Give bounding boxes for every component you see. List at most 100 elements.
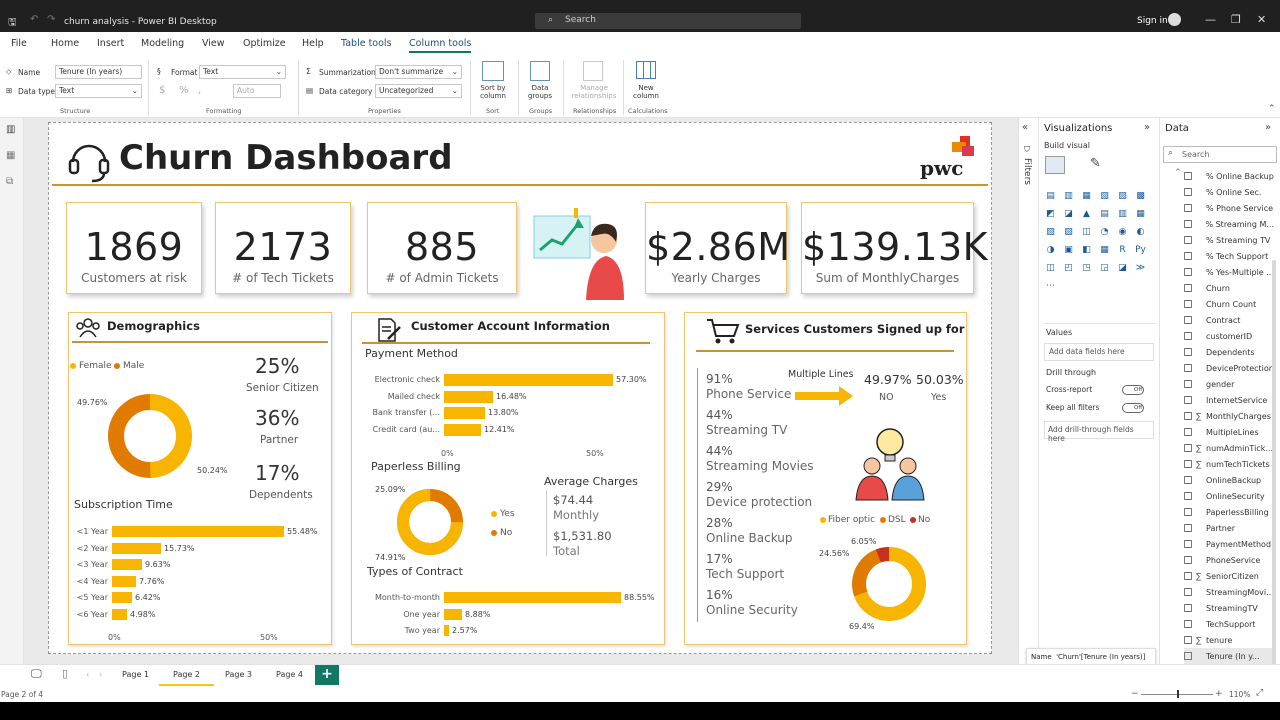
report-view-icon[interactable]: ▥ [6, 124, 16, 135]
collapse-ribbon-icon[interactable]: ⌃ [1268, 104, 1276, 114]
bar[interactable] [444, 407, 485, 419]
tab-page-3[interactable]: Page 3 [225, 670, 252, 679]
visual-type-icon[interactable]: ▲ [1083, 209, 1090, 219]
field-checkbox[interactable] [1184, 220, 1192, 228]
field-row[interactable]: ∑ numAdminTick... [1184, 440, 1274, 456]
percent-button[interactable]: % [179, 85, 189, 96]
kpi-sum-monthly-charges[interactable]: $139.13K Sum of MonthlyCharges [801, 202, 988, 294]
visual-type-icon[interactable]: ▧ [1100, 191, 1109, 201]
category-select[interactable]: Uncategorized ⌄ [375, 84, 462, 98]
menu-home[interactable]: Home [51, 38, 80, 49]
bar[interactable] [444, 608, 462, 620]
field-row[interactable]: % Yes-Multiple ... [1184, 264, 1274, 280]
field-checkbox[interactable] [1184, 332, 1192, 340]
bar[interactable] [112, 608, 127, 620]
field-row[interactable]: TechSupport [1184, 616, 1274, 632]
menu-column-tools[interactable]: Column tools [409, 38, 472, 53]
filters-label[interactable]: Filters [1022, 158, 1032, 185]
bar[interactable] [112, 575, 136, 587]
manage-relationships-button[interactable]: Manage relationships [571, 84, 617, 100]
format-visual-icon[interactable]: ✎ [1090, 156, 1101, 171]
data-search-input[interactable]: Search [1163, 146, 1277, 163]
field-row[interactable]: Churn [1184, 280, 1274, 296]
visual-type-icon[interactable]: ◐ [1136, 227, 1145, 237]
menu-file[interactable]: File [11, 38, 27, 49]
contract-bar-chart[interactable]: Month-to-month 88.55% One year 8.88% Two yea… [358, 592, 658, 642]
bar[interactable] [112, 542, 161, 554]
bar[interactable] [444, 390, 493, 403]
datatype-select[interactable]: Text ⌄ [55, 84, 142, 98]
data-groups-button[interactable]: Data groups [528, 84, 552, 100]
minimize-icon[interactable]: — [1205, 13, 1216, 26]
tab-page-1[interactable]: Page 1 [122, 670, 149, 679]
keep-filters-toggle[interactable]: Off [1122, 403, 1144, 413]
comma-button[interactable]: , [198, 85, 202, 96]
field-row[interactable]: ∑ MonthlyCharges [1184, 408, 1274, 424]
expand-right-icon[interactable]: » [1144, 122, 1151, 133]
visual-type-icon[interactable]: ▥ [1064, 191, 1073, 201]
field-checkbox[interactable] [1184, 380, 1192, 388]
menu-modeling[interactable]: Modeling [141, 38, 185, 49]
bar[interactable] [112, 592, 132, 603]
data-groups-icon[interactable] [530, 61, 550, 81]
values-drop-zone[interactable]: Add data fields here [1044, 343, 1154, 361]
build-visual-icon[interactable] [1045, 156, 1065, 174]
chevron-up-icon[interactable]: ^ [1175, 168, 1181, 176]
avatar[interactable] [1168, 13, 1181, 26]
mobile-layout-icon[interactable]: ▯ [62, 667, 69, 680]
field-checkbox[interactable] [1184, 572, 1192, 580]
field-row[interactable]: DeviceProtection [1184, 360, 1274, 376]
filters-pane-collapsed[interactable] [1018, 118, 1038, 664]
sort-by-column-icon[interactable] [482, 61, 504, 81]
zoom-out-icon[interactable]: − [1131, 689, 1139, 699]
menu-optimize[interactable]: Optimize [243, 38, 286, 49]
field-row[interactable]: OnlineSecurity [1184, 488, 1274, 504]
model-view-icon[interactable]: ⧉ [6, 176, 14, 187]
field-row[interactable]: % Streaming TV [1184, 232, 1274, 248]
field-checkbox[interactable] [1184, 300, 1192, 308]
save-icon[interactable]: 🖫 [8, 17, 17, 28]
field-row[interactable]: gender [1184, 376, 1274, 392]
visual-type-icon[interactable]: ▨ [1064, 227, 1073, 237]
bar[interactable] [444, 625, 449, 636]
donut-slice-no-internet[interactable] [852, 547, 926, 621]
field-row[interactable]: % Tech Support [1184, 248, 1274, 264]
field-checkbox[interactable] [1184, 428, 1192, 436]
visual-type-icon[interactable]: ◧ [1082, 245, 1091, 255]
maximize-icon[interactable]: ❐ [1231, 13, 1241, 26]
drill-through-drop-zone[interactable]: Add drill-through fields here [1044, 421, 1154, 443]
field-checkbox[interactable] [1184, 348, 1192, 356]
field-checkbox[interactable] [1184, 492, 1192, 500]
summarization-select[interactable]: Don't summarize ⌄ [375, 65, 462, 79]
decimal-input[interactable]: Auto [233, 84, 281, 98]
visual-type-icon[interactable]: ◳ [1082, 263, 1091, 273]
field-row[interactable]: % Phone Service [1184, 200, 1274, 216]
field-checkbox[interactable] [1184, 540, 1192, 548]
field-row[interactable]: Churn Count [1184, 296, 1274, 312]
bar[interactable] [112, 526, 284, 537]
field-row[interactable]: OnlineBackup [1184, 472, 1274, 488]
visual-type-icon[interactable]: ▦ [1082, 191, 1091, 201]
visual-type-icon[interactable]: Py [1135, 245, 1146, 255]
field-row[interactable]: ∑ SeniorCitizen [1184, 568, 1274, 584]
field-checkbox[interactable] [1184, 476, 1192, 484]
field-checkbox[interactable] [1184, 396, 1192, 404]
field-checkbox[interactable] [1184, 620, 1192, 628]
visual-type-icon[interactable]: ◫ [1046, 263, 1055, 273]
field-checkbox[interactable] [1184, 444, 1192, 452]
kpi-yearly-charges[interactable]: $2.86M Yearly Charges [645, 202, 790, 294]
visual-type-icon[interactable]: ▤ [1046, 191, 1055, 201]
field-row[interactable]: PhoneService [1184, 552, 1274, 568]
field-row[interactable]: % Online Sec. [1184, 184, 1274, 200]
visual-type-icon[interactable]: ◩ [1046, 209, 1055, 219]
undo-icon[interactable]: ↶ [30, 14, 39, 25]
sort-by-column-button[interactable]: Sort by column [480, 84, 506, 100]
collapse-left-icon[interactable]: « [1022, 122, 1029, 133]
menu-help[interactable]: Help [302, 38, 324, 49]
field-checkbox[interactable] [1184, 556, 1192, 564]
visual-type-icon[interactable]: R [1119, 245, 1126, 255]
field-row[interactable]: Dependents [1184, 344, 1274, 360]
expand-right-icon[interactable]: » [1265, 122, 1272, 133]
field-checkbox[interactable] [1184, 588, 1192, 596]
field-row[interactable]: MultipleLines [1184, 424, 1274, 440]
